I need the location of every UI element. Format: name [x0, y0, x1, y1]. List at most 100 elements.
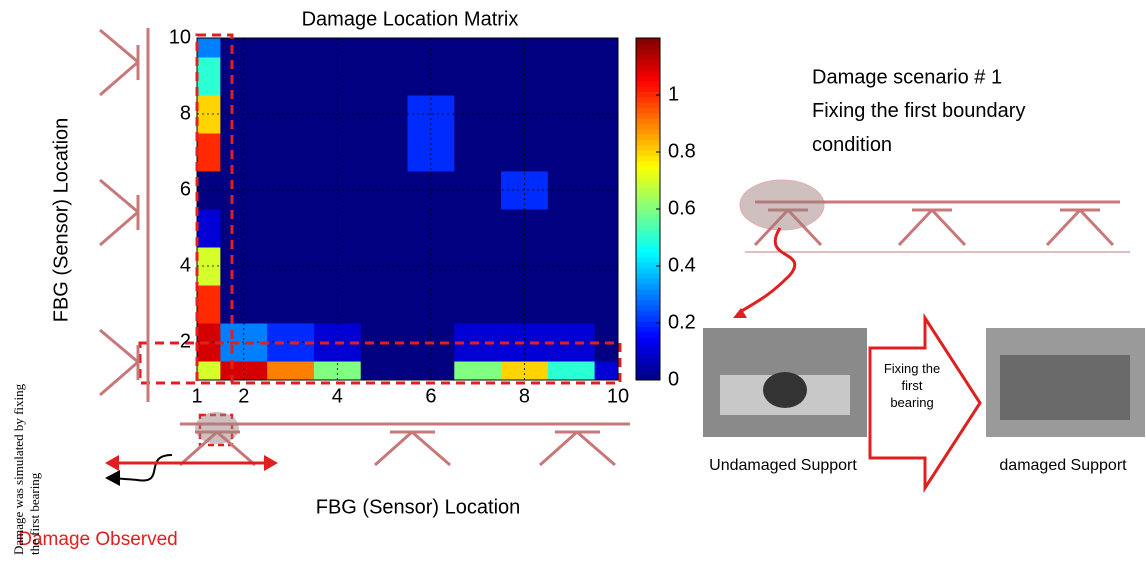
y-tick-label: 10 [169, 26, 191, 48]
colorbar-step [636, 86, 660, 92]
y-tick-label: 4 [180, 254, 191, 276]
colorbar-step [636, 118, 660, 124]
contour-cell [313, 361, 362, 380]
colorbar-step [636, 225, 660, 231]
colorbar-step [636, 54, 660, 60]
photo-detail [1000, 355, 1130, 420]
colorbar-step [636, 59, 660, 66]
colorbar-step [636, 331, 660, 338]
colorbar-step [636, 203, 660, 210]
colorbar-step [636, 241, 660, 247]
colorbar-step [636, 353, 660, 360]
contour-cell [267, 209, 315, 248]
colorbar-step [636, 235, 660, 242]
contour-cell [267, 38, 315, 58]
contour-cell [267, 361, 315, 380]
contour-cell [547, 57, 596, 96]
contour-cell [454, 133, 502, 172]
arrow-label: Fixing the first bearing [884, 361, 940, 410]
colorbar-step [636, 80, 660, 87]
arrow-head [733, 308, 747, 318]
x-axis-label: FBG (Sensor) Location [316, 496, 521, 518]
colorbar-step [636, 43, 660, 50]
colorbar-step [636, 257, 660, 263]
contour-cell [501, 38, 549, 58]
colorbar-step [636, 155, 660, 162]
colorbar-step [636, 209, 660, 215]
colorbar-step [636, 166, 660, 173]
colorbar-step [636, 150, 660, 157]
colorbar-step [636, 144, 660, 151]
contour-cell [313, 38, 362, 58]
colorbar-step [636, 283, 660, 290]
colorbar-step [636, 315, 660, 322]
simulated-note: Damage was simulated by fixingthe first … [11, 383, 42, 555]
vertical-beam [99, 28, 150, 402]
colorbar-step [636, 246, 660, 253]
colorbar-step [636, 102, 660, 108]
contour-cell [594, 285, 618, 324]
colorbar-step [636, 160, 660, 167]
colorbar-tick-label: 0 [668, 368, 679, 390]
y-tick-label: 8 [180, 102, 191, 124]
colorbar-step [636, 347, 660, 354]
x-tick-label: 2 [238, 385, 249, 407]
highlight [195, 412, 239, 444]
colorbar-step [636, 139, 660, 146]
undamaged-label: Undamaged Support [709, 457, 857, 474]
contour-cell [360, 285, 408, 324]
scenario-detail: Fixing the first boundary condition [812, 100, 1025, 156]
colorbar-step [636, 192, 660, 199]
contour-cell [547, 133, 596, 172]
contour-cell [407, 38, 455, 58]
contour-cell [197, 209, 221, 248]
contour-cell [407, 361, 455, 380]
x-tick-label: 6 [425, 385, 436, 407]
contour-cell [267, 285, 315, 324]
contour-cell [594, 133, 618, 172]
contour-cell [547, 361, 596, 380]
arrow [136, 454, 173, 482]
x-tick-label: 4 [332, 385, 343, 407]
colorbar-step [636, 273, 660, 279]
colorbar-tick-label: 0.4 [668, 254, 696, 276]
arrow [739, 227, 797, 314]
colorbar-step [636, 134, 660, 141]
colorbar-step [636, 374, 660, 381]
x-tick-label: 10 [607, 385, 629, 407]
contour-cell [594, 361, 618, 380]
colorbar-tick-label: 0.2 [668, 311, 696, 333]
colorbar-step [636, 176, 660, 183]
colorbar-step [636, 107, 660, 114]
colorbar-step [636, 75, 660, 82]
contour-cell [547, 209, 596, 248]
colorbar-step [636, 294, 660, 301]
photo-detail [763, 372, 807, 408]
colorbar-step [636, 48, 660, 55]
colorbar-step [636, 278, 660, 285]
contour-cell [547, 285, 596, 324]
contour-cell [360, 133, 408, 172]
dashed-region [138, 341, 622, 385]
colorbar-step [636, 230, 660, 237]
colorbar-step [636, 64, 660, 71]
colorbar-step [636, 251, 660, 258]
colorbar-step [636, 299, 660, 306]
horizontal-beam [179, 422, 630, 467]
x-tick-label: 8 [519, 385, 530, 407]
contour-cell [267, 133, 315, 172]
arrow [111, 477, 139, 481]
colorbar-step [636, 262, 660, 269]
colorbar-step [636, 112, 660, 119]
colorbar-step [636, 305, 660, 312]
contour-cell [594, 95, 618, 134]
colorbar-step [636, 128, 660, 135]
observed-label: Damage Observed [18, 529, 177, 550]
contour-cell [197, 285, 221, 324]
colorbar-step [636, 198, 660, 205]
colorbar-step [636, 171, 660, 178]
colorbar-step [636, 321, 660, 328]
colorbar-step [636, 214, 660, 221]
colorbar-tick-label: 0.6 [668, 197, 696, 219]
